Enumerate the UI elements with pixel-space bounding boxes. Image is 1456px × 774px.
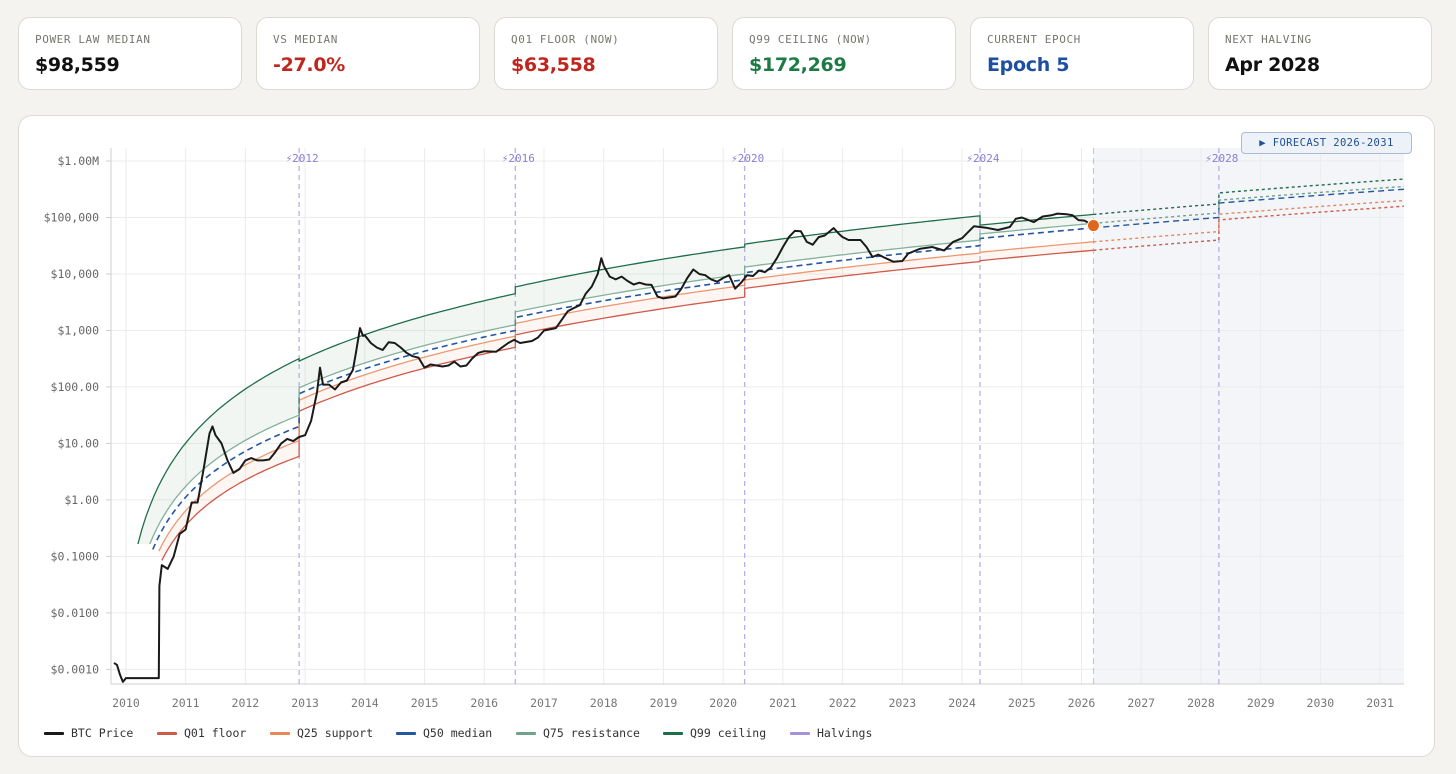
legend-label: Halvings: [817, 726, 873, 740]
x-tick-label: 2012: [232, 696, 260, 710]
x-tick-label: 2011: [172, 696, 200, 710]
legend-swatch: [396, 732, 416, 735]
y-tick-label: $10.00: [57, 436, 99, 450]
stat-label: Q99 CEILING (NOW): [749, 33, 872, 46]
y-tick-label: $100.00: [51, 380, 100, 394]
x-tick-label: 2018: [590, 696, 618, 710]
y-tick-label: $10,000: [51, 267, 100, 281]
x-tick-label: 2020: [709, 696, 737, 710]
y-tick-label: $0.0010: [51, 662, 100, 676]
x-tick-label: 2015: [411, 696, 439, 710]
x-tick-label: 2022: [829, 696, 857, 710]
y-tick-label: $1.00M: [57, 154, 99, 168]
forecast-region: [1093, 148, 1404, 684]
legend-swatch: [157, 732, 177, 735]
stat-value: $98,559: [35, 54, 120, 76]
x-tick-label: 2014: [351, 696, 379, 710]
stat-card-q01-floor: Q01 FLOOR (NOW) $63,558: [494, 17, 718, 90]
stat-label: Q01 FLOOR (NOW): [511, 33, 620, 46]
floor-band-fill: [158, 241, 1094, 561]
y-tick-label: $1,000: [57, 323, 99, 337]
x-tick-label: 2029: [1247, 696, 1275, 710]
legend-label: Q50 median: [423, 726, 493, 740]
y-tick-label: $0.1000: [51, 549, 100, 563]
legend-label: BTC Price: [71, 726, 134, 740]
q25-support-line: [158, 241, 1094, 552]
q50-median-line: [152, 227, 1094, 550]
legend-label: Q75 resistance: [543, 726, 640, 740]
stat-label: POWER LAW MEDIAN: [35, 33, 151, 46]
stat-card-current-epoch: CURRENT EPOCH Epoch 5: [970, 17, 1194, 90]
stat-value: Epoch 5: [987, 54, 1070, 76]
x-tick-label: 2017: [530, 696, 558, 710]
x-tick-label: 2023: [888, 696, 916, 710]
x-tick-label: 2028: [1187, 696, 1215, 710]
legend-swatch: [270, 732, 290, 735]
x-tick-label: 2027: [1127, 696, 1155, 710]
stat-label: NEXT HALVING: [1225, 33, 1312, 46]
current-price-marker: [1086, 219, 1100, 233]
stat-value: $63,558: [511, 54, 596, 76]
halving-label: ⚡2012: [286, 152, 319, 165]
legend-label: Q99 ceiling: [690, 726, 767, 740]
y-tick-label: $100,000: [44, 210, 99, 224]
stat-card-power-law-median: POWER LAW MEDIAN $98,559: [18, 17, 242, 90]
stat-value: $172,269: [749, 54, 847, 76]
btc-price-line: [113, 212, 1094, 683]
stat-card-q99-ceiling: Q99 CEILING (NOW) $172,269: [732, 17, 956, 90]
stat-label: CURRENT EPOCH: [987, 33, 1081, 46]
x-tick-label: 2024: [948, 696, 976, 710]
legend-swatch: [516, 732, 536, 735]
legend-label: Q01 floor: [184, 726, 247, 740]
q25-support-forecast-line: [1093, 199, 1405, 243]
y-tick-label: $1.00: [64, 493, 99, 507]
q99-ceiling-forecast-line: [1093, 178, 1405, 216]
stat-card-vs-median: VS MEDIAN -27.0%: [256, 17, 480, 90]
x-tick-label: 2016: [470, 696, 498, 710]
forecast-toggle-button[interactable]: ▶ FORECAST 2026-2031: [1241, 132, 1412, 154]
stat-value: Apr 2028: [1225, 54, 1320, 76]
stats-row: POWER LAW MEDIAN $98,559 VS MEDIAN -27.0…: [18, 17, 1438, 92]
halving-label: ⚡2020: [731, 152, 764, 165]
x-tick-label: 2019: [650, 696, 678, 710]
stat-label: VS MEDIAN: [273, 33, 339, 46]
q01-floor-line: [161, 249, 1094, 561]
halving-label: ⚡2024: [966, 152, 999, 165]
stat-value: -27.0%: [273, 54, 346, 76]
x-tick-label: 2010: [112, 696, 140, 710]
q50-median-forecast-line: [1093, 188, 1405, 229]
stat-card-next-halving: NEXT HALVING Apr 2028: [1208, 17, 1432, 90]
x-tick-label: 2026: [1068, 696, 1096, 710]
q75-resistance-forecast-line: [1093, 185, 1405, 225]
legend-swatch: [790, 732, 810, 735]
halving-label: ⚡2016: [502, 152, 535, 165]
legend-swatch: [44, 732, 64, 735]
legend-swatch: [663, 732, 683, 735]
q99-ceiling-line: [137, 213, 1094, 545]
y-tick-label: $0.0100: [51, 606, 100, 620]
x-tick-label: 2013: [291, 696, 319, 710]
x-tick-label: 2021: [769, 696, 797, 710]
legend-label: Q25 support: [297, 726, 374, 740]
q75-resistance-line: [149, 222, 1094, 545]
x-tick-label: 2031: [1366, 696, 1394, 710]
x-tick-label: 2025: [1008, 696, 1036, 710]
q01-floor-forecast-line: [1093, 205, 1405, 251]
x-tick-label: 2030: [1307, 696, 1335, 710]
halving-label: ⚡2028: [1205, 152, 1238, 165]
